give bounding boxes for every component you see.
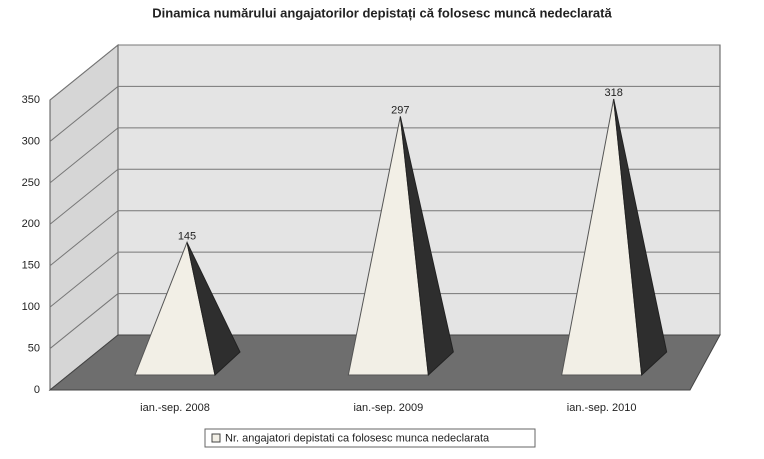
- x-tick-label: ian.-sep. 2010: [567, 402, 637, 414]
- y-tick-label: 300: [22, 135, 40, 147]
- y-tick-label: 250: [22, 177, 40, 189]
- y-tick-label: 150: [22, 260, 40, 272]
- grid-line-side: [49, 251, 119, 308]
- x-tick-label: ian.-sep. 2008: [140, 402, 210, 414]
- y-tick-label: 350: [22, 94, 40, 106]
- pyramid-side: [186, 242, 241, 376]
- grid-line-side: [49, 293, 119, 349]
- y-tick-label: 0: [34, 384, 40, 396]
- grid-line-side: [49, 127, 119, 184]
- data-label: 297: [391, 104, 409, 116]
- grid-line-side: [49, 168, 119, 225]
- y-tick-label: 50: [28, 342, 40, 354]
- legend-label: Nr. angajatori depistati ca folosesc mun…: [225, 432, 490, 444]
- legend-box: [204, 428, 536, 448]
- y-tick-label: 100: [22, 301, 40, 313]
- pyramid-side: [399, 116, 454, 377]
- grid-line-side: [49, 86, 119, 142]
- pyramid-side: [613, 98, 668, 377]
- data-label: 318: [604, 87, 622, 99]
- grid-line-side: [49, 44, 119, 101]
- side-wall: [49, 43, 119, 392]
- x-tick-label: ian.-sep. 2009: [353, 402, 423, 414]
- y-tick-label: 200: [22, 218, 40, 230]
- legend-swatch: [211, 433, 221, 443]
- data-label: 145: [178, 230, 196, 242]
- grid-line-side: [49, 210, 119, 267]
- chart-title: Dinamica numărului angajatorilor depista…: [152, 5, 612, 20]
